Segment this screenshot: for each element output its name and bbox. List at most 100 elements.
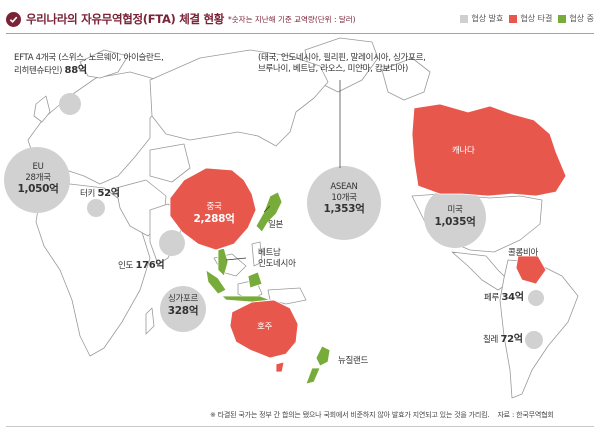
footnote: ※ 타결된 국가는 정부 간 합의는 됐으나 국회에서 비준하지 않아 발효가 …: [210, 410, 554, 420]
legend-label: 협상 발효: [471, 14, 504, 23]
header-divider: [6, 33, 594, 34]
label-usa-value: 1,035억: [434, 215, 476, 228]
map-philippines: [251, 241, 263, 267]
map-tasmania: [275, 361, 285, 373]
label-eu-name: EU: [32, 162, 44, 172]
label-australia-name: 호주: [257, 322, 273, 332]
label-asean-members-2: 브루나이, 베트남, 라오스, 미얀마, 캄보디아): [258, 64, 409, 75]
label-peru: 페루 34억: [484, 291, 524, 304]
map-south-america: [499, 259, 579, 399]
label-peru-value: 34억: [501, 292, 524, 303]
label-vietnam: 베트남 인도네시아: [258, 248, 296, 270]
label-china-value: 2,288억: [193, 212, 235, 225]
label-india-name: 인도: [118, 261, 134, 271]
bubble-peru: [528, 290, 544, 306]
label-turkey-name: 터키: [80, 189, 96, 199]
label-china: 중국 2,288억: [186, 202, 242, 226]
map-new-guinea: [267, 287, 307, 305]
bubble-usa: [424, 186, 486, 248]
legend-label: 협상 중: [569, 14, 594, 23]
leader-japan: [263, 205, 271, 213]
map-africa: [35, 183, 151, 357]
check-icon: [6, 11, 21, 27]
label-chile-value: 72억: [500, 334, 523, 345]
label-asean-value: 1,353억: [323, 203, 365, 216]
map-russia: [149, 49, 329, 147]
label-efta-name: EFTA 4개국 (스위스, 노르웨이, 아이슬란드,: [14, 53, 164, 63]
label-japan-name: 일본: [268, 220, 284, 230]
bubble-eu: [4, 147, 70, 213]
label-efta-value: 88억: [64, 65, 88, 77]
label-canada: 캐나다: [452, 146, 475, 157]
legend-item-effective: 협상 발효: [460, 13, 503, 24]
label-canada-name: 캐나다: [452, 146, 475, 156]
label-usa-name: 미국: [447, 205, 463, 215]
label-chile-name: 칠레: [483, 335, 499, 345]
legend-swatch-negotiating: [558, 14, 567, 23]
map-colombia: [515, 255, 547, 285]
label-japan: 일본: [268, 220, 283, 231]
label-vietnam-name: 베트남: [258, 248, 281, 258]
label-colombia: 콜롬비아: [508, 248, 538, 259]
bubble-singapore: [160, 286, 206, 332]
header: 우리나라의 자유무역협정(FTA) 체결 현황 *숫자는 지난해 기준 교역량(…: [6, 8, 356, 30]
label-efta-name2: 리히텐슈타인): [14, 66, 63, 77]
label-australia: 호주: [257, 322, 272, 333]
label-turkey: 터키 52억: [80, 187, 120, 200]
label-colombia-name: 콜롬비아: [508, 248, 539, 258]
legend-swatch-concluded: [509, 14, 518, 23]
label-india-value: 176억: [135, 260, 165, 271]
legend: 협상 발효 협상 타결 협상 중: [454, 13, 594, 24]
footnote-text: ※ 타결된 국가는 정부 간 합의는 됐으나 국회에서 비준하지 않아 발효가 …: [210, 411, 490, 419]
label-efta: EFTA 4개국 (스위스, 노르웨이, 아이슬란드, 리히텐슈타인) 88억: [14, 53, 164, 77]
label-asean-name: ASEAN: [330, 182, 358, 192]
legend-label: 협상 타결: [520, 14, 553, 23]
label-peru-name: 페루: [484, 293, 500, 303]
label-chile: 칠레 72억: [483, 333, 523, 346]
map-indonesia: [205, 269, 271, 303]
map-japan: [255, 191, 283, 233]
label-eu: EU 28개국 1,050억: [10, 162, 66, 196]
label-newzealand: 뉴질랜드: [338, 356, 368, 367]
map-china: [169, 167, 257, 251]
label-china-name: 중국: [206, 202, 222, 212]
source-credit: 자료 : 한국무역협회: [497, 411, 554, 419]
label-asean: ASEAN 10개국 1,353억: [312, 182, 376, 216]
map-uk: [33, 95, 51, 123]
map-australia: [229, 299, 299, 359]
map-alaska: [381, 57, 431, 101]
map-canada: [411, 103, 567, 197]
page-subtitle: *숫자는 지난해 기준 교역량(단위 : 달러): [228, 14, 356, 24]
label-singapore-name: 싱가포르: [167, 294, 199, 304]
bubble-india: [159, 230, 185, 256]
label-singapore: 싱가포르 328억: [155, 294, 211, 318]
label-asean-sub: 10개국: [331, 192, 357, 203]
label-eu-sub: 28개국: [25, 172, 51, 183]
legend-item-negotiating: 협상 중: [558, 13, 594, 24]
label-eu-value: 1,050억: [17, 183, 59, 196]
map-madagascar: [145, 307, 155, 335]
label-asean-members-1: (태국, 인도네시아, 필리핀, 말레이시아, 싱가포르,: [258, 53, 426, 63]
bubble-asean: [307, 166, 381, 240]
map-scandinavia: [79, 49, 129, 79]
map-mexico: [451, 251, 511, 291]
label-turkey-value: 52억: [97, 188, 120, 199]
legend-swatch-effective: [460, 14, 469, 23]
bubble-turkey: [87, 199, 105, 217]
legend-item-concluded: 협상 타결: [509, 13, 552, 24]
bubble-chile: [525, 331, 543, 349]
page-title: 우리나라의 자유무역협정(FTA) 체결 현황: [26, 12, 225, 26]
map-newzealand: [305, 345, 331, 385]
label-singapore-value: 328억: [167, 304, 199, 317]
map-gray-bubbles: [4, 93, 544, 349]
map-central-asia: [149, 143, 191, 183]
label-usa: 미국 1,035억: [427, 205, 483, 229]
label-india: 인도 176억: [118, 259, 165, 272]
label-indonesia-name: 인도네시아: [258, 259, 296, 270]
bubble-efta: [59, 93, 81, 115]
map-vietnam: [217, 247, 229, 277]
leader-vietnam: [225, 257, 247, 261]
label-asean-members: (태국, 인도네시아, 필리핀, 말레이시아, 싱가포르, 브루나이, 베트남,…: [258, 53, 426, 75]
footer-divider: [6, 426, 594, 427]
